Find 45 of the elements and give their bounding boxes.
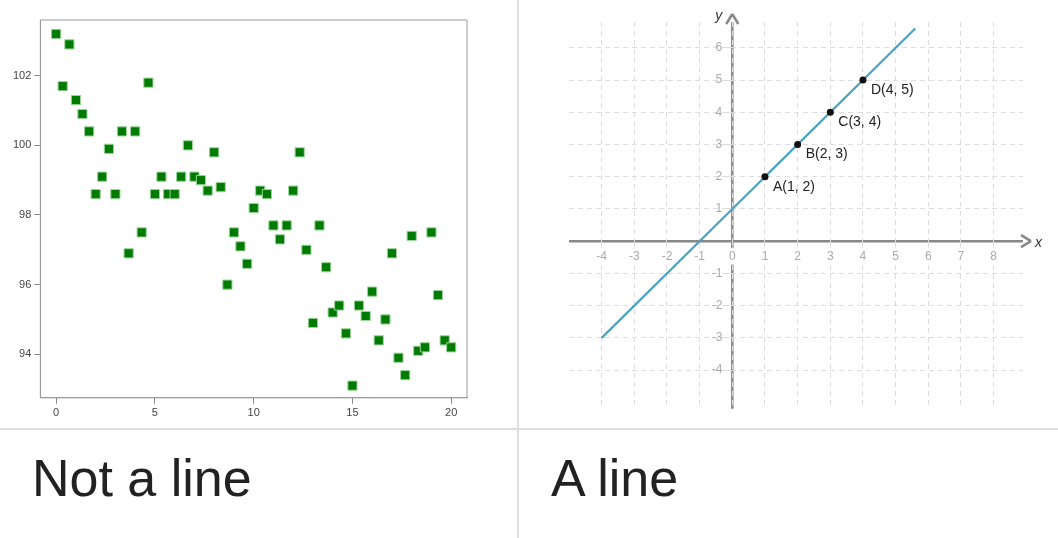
x-tick-label: 10 — [247, 406, 260, 419]
y-tick-label: 94 — [19, 347, 32, 360]
x-tick-label: 0 — [728, 248, 736, 263]
x-tick-label: -3 — [628, 248, 640, 263]
x-tick-label: 8 — [990, 248, 998, 263]
x-tick-label: 4 — [859, 248, 867, 263]
x-tick-label: -2 — [661, 248, 673, 263]
x-tick-label: 1 — [761, 248, 769, 263]
x-tick-label: 6 — [924, 248, 932, 263]
annotation: C(3, 4) — [838, 113, 882, 130]
y-tick-label: 2 — [715, 169, 733, 184]
text: Not a line — [32, 448, 252, 508]
x-tick-label: 0 — [53, 406, 60, 419]
x-tick-label: 15 — [346, 406, 359, 419]
x-tick-label: 2 — [794, 248, 802, 263]
annotation: D(4, 5) — [870, 80, 914, 97]
text: A line — [551, 448, 679, 508]
y-tick-label: -2 — [711, 297, 733, 312]
x-tick-label: -4 — [596, 248, 608, 263]
y-tick-label: 96 — [19, 277, 32, 290]
x-tick-label: 5 — [892, 248, 900, 263]
y-tick-label: 98 — [19, 208, 32, 221]
x-tick-label: 7 — [957, 248, 965, 263]
x-axis-title: x — [1034, 234, 1043, 251]
x-tick-label: -1 — [694, 248, 706, 263]
y-tick-label: 5 — [715, 72, 733, 87]
point — [794, 140, 802, 148]
x-tick-label: 5 — [151, 406, 158, 419]
point — [826, 108, 834, 116]
annotation: A(1, 2) — [772, 177, 815, 194]
y-axis-title: y — [714, 6, 724, 23]
point — [761, 173, 769, 181]
y-tick-label: -3 — [711, 330, 733, 345]
x-tick-label: 20 — [445, 406, 458, 419]
y-tick-label: 100 — [12, 138, 32, 151]
annotation: B(2, 3) — [805, 145, 848, 162]
point — [859, 76, 867, 84]
y-tick-label: 102 — [12, 68, 32, 81]
y-tick-label: 1 — [715, 201, 733, 216]
y-tick-label: -4 — [711, 362, 733, 377]
y-tick-label: 6 — [715, 40, 733, 55]
y-tick-label: -1 — [711, 265, 733, 280]
y-tick-label: 3 — [715, 136, 733, 151]
y-tick-label: 4 — [715, 104, 733, 119]
x-tick-label: 3 — [826, 248, 834, 263]
